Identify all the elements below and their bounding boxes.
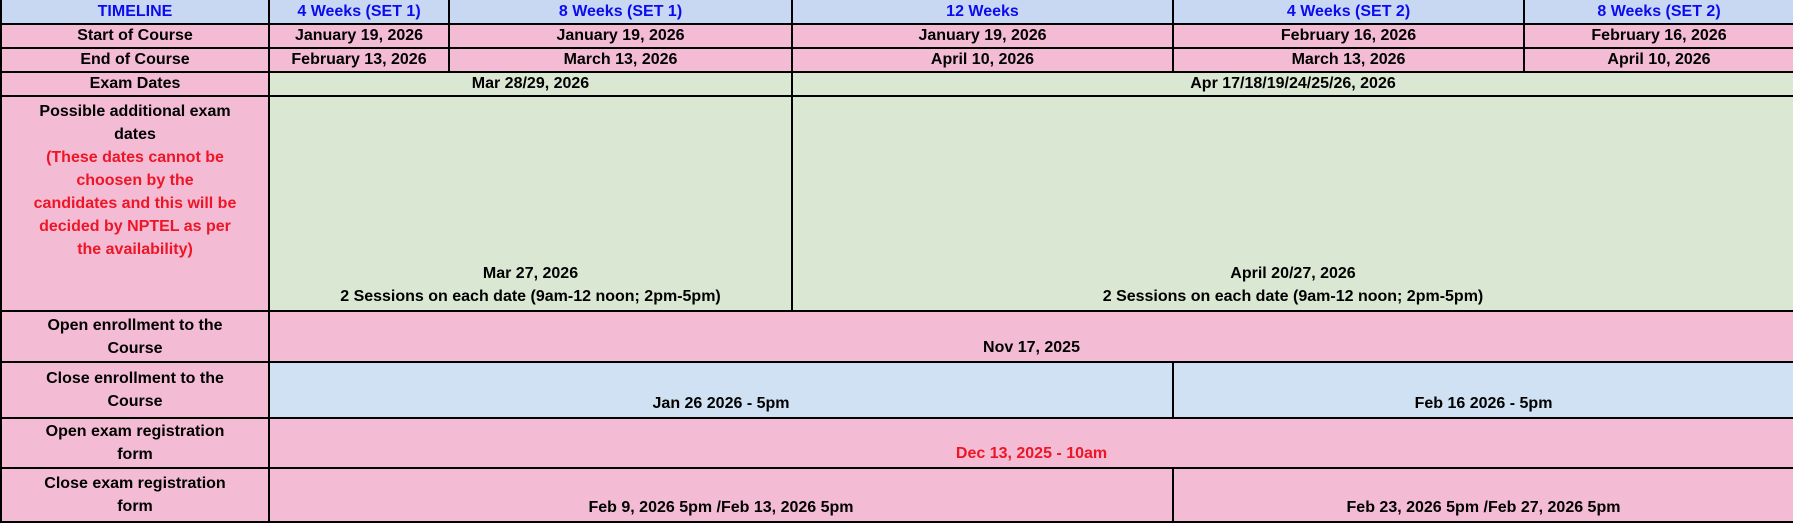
row-start-of-course: Start of Course January 19, 2026 January… <box>0 23 1793 49</box>
cell-open-exam-registration-date: Dec 13, 2025 - 10am <box>268 417 1793 469</box>
row-label-close-exam-registration: Close exam registration form <box>0 467 270 523</box>
cell-start-4-weeks-set1: January 19, 2026 <box>268 23 450 49</box>
cell-end-4-weeks-set1: February 13, 2026 <box>268 47 450 73</box>
row-label-open-enrollment: Open enrollment to the Course <box>0 310 270 363</box>
header-row: TIMELINE 4 Weeks (SET 1) 8 Weeks (SET 1)… <box>0 0 1793 25</box>
row-label-open-exam-registration: Open exam registration form <box>0 417 270 469</box>
row-label-close-enrollment: Close enrollment to the Course <box>0 361 270 419</box>
cell-end-8-weeks-set2: April 10, 2026 <box>1523 47 1793 73</box>
cell-open-enrollment-date: Nov 17, 2025 <box>268 310 1793 363</box>
row-label-exam-dates: Exam Dates <box>0 71 270 97</box>
row-exam-dates: Exam Dates Mar 28/29, 2026 Apr 17/18/19/… <box>0 71 1793 97</box>
row-additional-exam-dates: Possible additional exam dates (These dat… <box>0 95 1793 312</box>
cell-additional-exam-set1: Mar 27, 2026 2 Sessions on each date (9a… <box>268 95 793 312</box>
cell-end-12-weeks: April 10, 2026 <box>791 47 1174 73</box>
cell-end-4-weeks-set2: March 13, 2026 <box>1172 47 1525 73</box>
row-close-exam-registration: Close exam registration form Feb 9, 2026 … <box>0 467 1793 523</box>
cell-start-8-weeks-set1: January 19, 2026 <box>448 23 793 49</box>
cell-close-enrollment-set1: Jan 26 2026 - 5pm <box>268 361 1174 419</box>
header-cell-8-weeks-set2: 8 Weeks (SET 2) <box>1523 0 1793 25</box>
cell-start-4-weeks-set2: February 16, 2026 <box>1172 23 1525 49</box>
row-label-start-of-course: Start of Course <box>0 23 270 49</box>
header-cell-timeline: TIMELINE <box>0 0 270 25</box>
row-open-enrollment: Open enrollment to the Course Nov 17, 202… <box>0 310 1793 363</box>
header-cell-4-weeks-set1: 4 Weeks (SET 1) <box>268 0 450 25</box>
additional-exam-set2-date: April 20/27, 2026 <box>1230 265 1356 282</box>
additional-exam-set1-sessions: 2 Sessions on each date (9am-12 noon; 2p… <box>340 288 721 305</box>
additional-exam-dates-label: Possible additional exam dates <box>39 103 231 143</box>
cell-start-8-weeks-set2: February 16, 2026 <box>1523 23 1793 49</box>
header-cell-8-weeks-set1: 8 Weeks (SET 1) <box>448 0 793 25</box>
header-cell-4-weeks-set2: 4 Weeks (SET 2) <box>1172 0 1525 25</box>
cell-exam-dates-set2: Apr 17/18/19/24/25/26, 2026 <box>791 71 1793 97</box>
cell-additional-exam-set2: April 20/27, 2026 2 Sessions on each dat… <box>791 95 1793 312</box>
additional-exam-dates-note: (These dates cannot be choosen by the cand… <box>33 149 237 258</box>
row-end-of-course: End of Course February 13, 2026 March 13… <box>0 47 1793 73</box>
cell-close-enrollment-set2: Feb 16 2026 - 5pm <box>1172 361 1793 419</box>
cell-start-12-weeks: January 19, 2026 <box>791 23 1174 49</box>
cell-close-exam-registration-set2: Feb 23, 2026 5pm /Feb 27, 2026 5pm <box>1172 467 1793 523</box>
row-open-exam-registration: Open exam registration form Dec 13, 2025 … <box>0 417 1793 469</box>
row-label-end-of-course: End of Course <box>0 47 270 73</box>
cell-exam-dates-set1: Mar 28/29, 2026 <box>268 71 793 97</box>
cell-end-8-weeks-set1: March 13, 2026 <box>448 47 793 73</box>
additional-exam-set1-date: Mar 27, 2026 <box>482 265 579 282</box>
additional-exam-set2-sessions: 2 Sessions on each date (9am-12 noon; 2p… <box>1102 288 1484 305</box>
row-label-additional-exam-dates: Possible additional exam dates (These dat… <box>0 95 270 312</box>
header-cell-12-weeks: 12 Weeks <box>791 0 1174 25</box>
cell-close-exam-registration-set1: Feb 9, 2026 5pm /Feb 13, 2026 5pm <box>268 467 1174 523</box>
row-close-enrollment: Close enrollment to the Course Jan 26 202… <box>0 361 1793 419</box>
